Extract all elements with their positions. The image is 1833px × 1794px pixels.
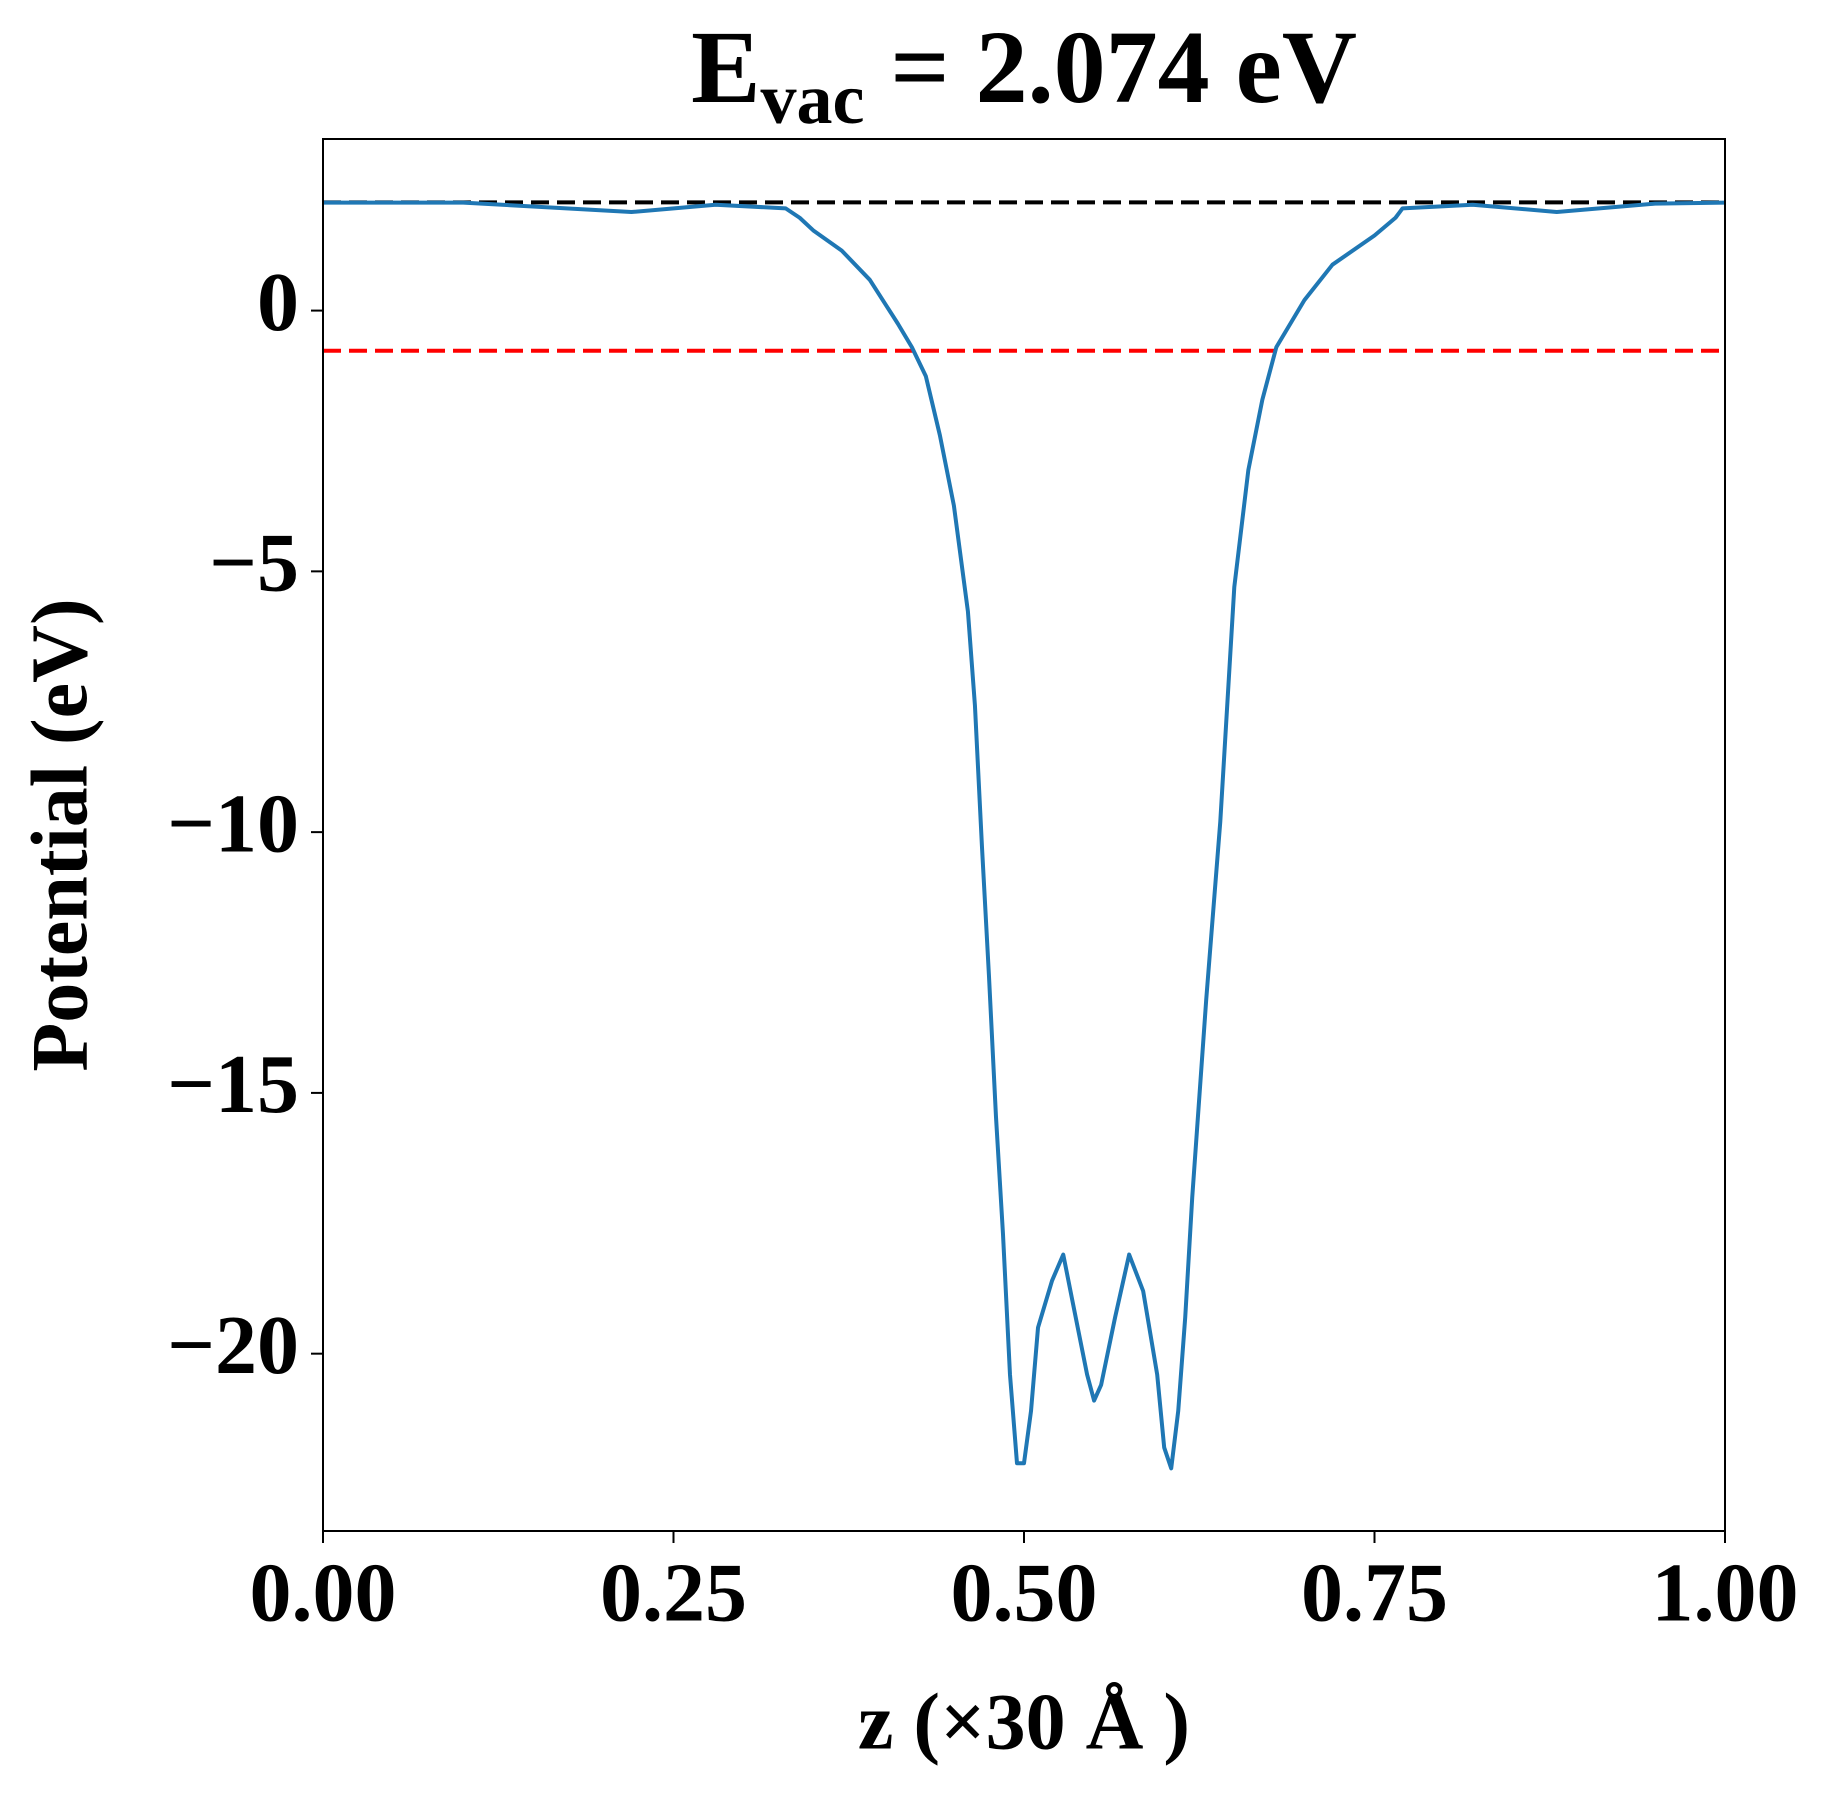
y-tick-label: 0: [257, 256, 299, 349]
title-main: E: [691, 10, 760, 125]
chart-title: Evac = 2.074 eV: [691, 10, 1357, 139]
y-tick-label: −10: [167, 777, 299, 870]
y-axis-label: Potential (eV): [16, 598, 104, 1071]
x-tick-label: 0.25: [600, 1546, 747, 1639]
x-tick-label: 0.50: [951, 1546, 1098, 1639]
x-tick-label: 0.75: [1301, 1546, 1448, 1639]
title-sub: vac: [760, 59, 864, 139]
y-tick-label: −15: [167, 1038, 299, 1131]
title-rest: = 2.074 eV: [864, 10, 1357, 125]
plot-frame: [322, 138, 1726, 1532]
line-series: [323, 200, 1726, 1471]
x-tick-label: 1.00: [1652, 1546, 1799, 1639]
y-tick-label: −5: [209, 517, 299, 610]
x-tick-label: 0.00: [250, 1546, 397, 1639]
x-axis-label: z (×30 Å ): [858, 1678, 1190, 1766]
y-tick-label: −20: [167, 1299, 299, 1392]
